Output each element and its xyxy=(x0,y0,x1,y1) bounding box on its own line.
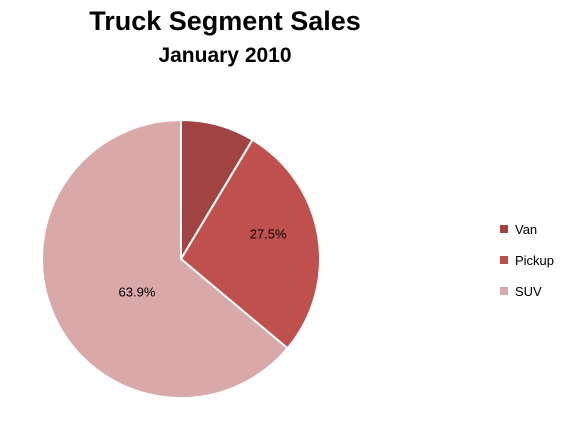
legend-item-suv: SUV xyxy=(500,282,554,300)
data-label-suv: 63.9% xyxy=(119,284,156,299)
legend-swatch-pickup xyxy=(500,256,508,264)
data-label-pickup: 27.5% xyxy=(250,227,287,242)
chart-subtitle: January 2010 xyxy=(158,44,292,67)
pie-slice-pickup xyxy=(179,138,321,350)
legend-label-suv: SUV xyxy=(515,283,542,299)
pie-slice-suv xyxy=(41,118,289,399)
legend-label-van: Van xyxy=(515,221,538,237)
legend-label-pickup: Pickup xyxy=(515,252,555,268)
legend: Van Pickup SUV xyxy=(500,220,554,313)
legend-item-van: Van xyxy=(500,220,554,238)
legend-swatch-suv xyxy=(500,287,508,295)
legend-swatch-van xyxy=(500,225,508,233)
chart-title: Truck Segment Sales xyxy=(89,6,361,36)
legend-item-pickup: Pickup xyxy=(500,251,554,269)
